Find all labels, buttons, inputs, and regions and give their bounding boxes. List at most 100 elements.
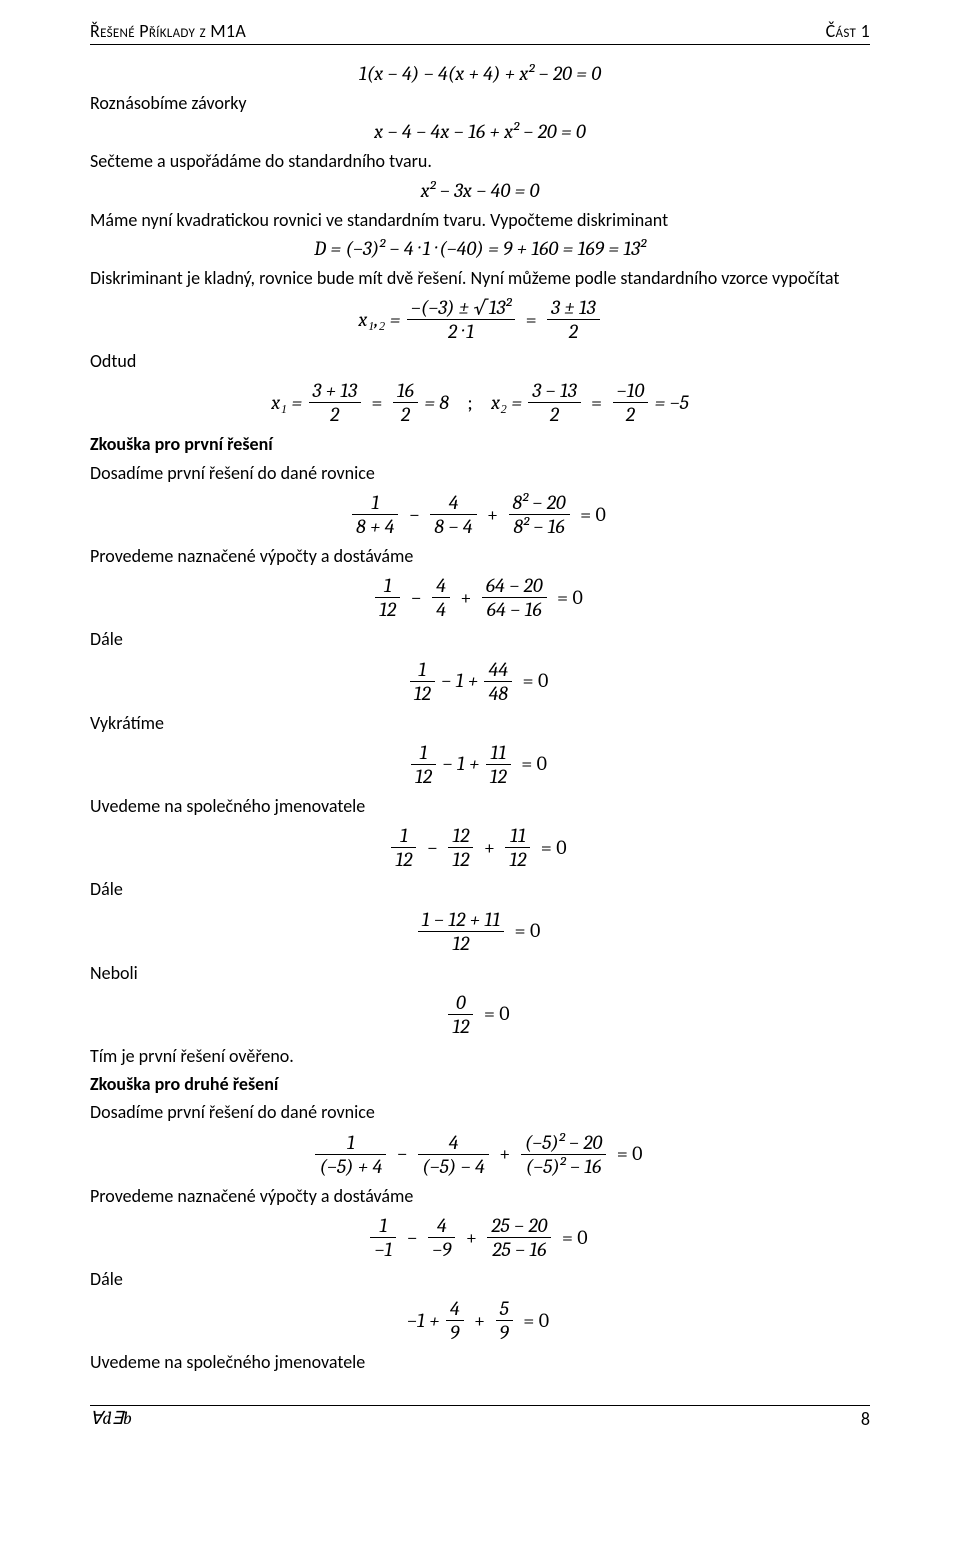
den: 2 xyxy=(547,320,599,343)
equation: 112 − 1 + 1112 = 0 xyxy=(90,741,870,788)
num: −(−3) ± √13² xyxy=(407,296,515,320)
fraction: 8² − 208² − 16 xyxy=(509,491,570,538)
page-header: Řešené Příklady z M1A Část 1 xyxy=(90,20,870,45)
equation: 012 = 0 xyxy=(90,991,870,1038)
equation: 112 − 44 + 64 − 2064 − 16 = 0 xyxy=(90,574,870,621)
paragraph: Dosadíme první řešení do dané rovnice xyxy=(90,461,870,485)
expr: x₁ = xyxy=(271,392,302,414)
fraction: 1(−5) + 4 xyxy=(315,1131,386,1178)
fraction: 44 xyxy=(432,574,450,621)
page: Řešené Příklady z M1A Část 1 1(x − 4) − … xyxy=(0,0,960,1430)
paragraph: Sečteme a uspořádáme do standardního tva… xyxy=(90,149,870,173)
expr: − 1 + xyxy=(442,753,479,775)
equation: −1 + 49 + 59 = 0 xyxy=(90,1297,870,1344)
paragraph: Dále xyxy=(90,1267,870,1291)
expr: x₁,₂ = xyxy=(358,309,400,331)
fraction: 1 − 12 + 1112 xyxy=(418,908,505,955)
minus: − xyxy=(411,587,422,609)
fraction: (−5)² − 20(−5)² − 16 xyxy=(521,1131,607,1178)
paragraph: Roznásobíme závorky xyxy=(90,91,870,115)
equation: 1(x − 4) − 4(x + 4) + x² − 20 = 0 xyxy=(90,63,870,85)
equals-zero: = 0 xyxy=(541,837,567,859)
fraction: 112 xyxy=(391,824,416,871)
page-number: 8 xyxy=(861,1408,870,1430)
fraction: 59 xyxy=(496,1297,513,1344)
equation: x − 4 − 4x − 16 + x² − 20 = 0 xyxy=(90,121,870,143)
equation: 1 − 12 + 1112 = 0 xyxy=(90,908,870,955)
num: −10 xyxy=(613,379,649,403)
separator: ; xyxy=(467,392,472,414)
equation: 18 + 4 − 48 − 4 + 8² − 208² − 16 = 0 xyxy=(90,491,870,538)
paragraph: Neboli xyxy=(90,961,870,985)
fraction: 64 − 2064 − 16 xyxy=(482,574,547,621)
fraction: 1−1 xyxy=(370,1214,396,1261)
fraction: 25 − 2025 − 16 xyxy=(487,1214,551,1261)
equals-zero: = 0 xyxy=(562,1227,588,1249)
minus: − xyxy=(427,837,438,859)
expr: x₂ = xyxy=(491,392,522,414)
num: 3 ± 13 xyxy=(547,296,599,320)
paragraph: Dále xyxy=(90,877,870,901)
equation: 1−1 − 4−9 + 25 − 2025 − 16 = 0 xyxy=(90,1214,870,1261)
equation: 1(−5) + 4 − 4(−5) − 4 + (−5)² − 20(−5)² … xyxy=(90,1131,870,1178)
den: 2 xyxy=(309,403,361,426)
fraction: −10 2 xyxy=(613,379,649,426)
paragraph: Uvedeme na společného jmenovatele xyxy=(90,1350,870,1374)
fraction: 48 − 4 xyxy=(430,491,476,538)
plus: + xyxy=(474,1310,485,1332)
equation: 112 − 1 + 4448 = 0 xyxy=(90,658,870,705)
equation: 112 − 1212 + 1112 = 0 xyxy=(90,824,870,871)
fraction: 1112 xyxy=(505,824,530,871)
equation: x² − 3x − 40 = 0 xyxy=(90,180,870,202)
equals-zero: = 0 xyxy=(484,1003,510,1025)
footer-symbol: ∀d∃b xyxy=(90,1408,132,1430)
equals-zero: = 0 xyxy=(521,753,547,775)
equals: = xyxy=(526,309,537,331)
minus: − xyxy=(407,1227,418,1249)
header-title: Řešené Příklady z M1A xyxy=(90,20,246,42)
fraction: 1212 xyxy=(448,824,473,871)
equals-zero: = 0 xyxy=(580,504,606,526)
heading: Zkouška pro druhé řešení xyxy=(90,1072,870,1096)
expr: = −5 xyxy=(655,392,689,414)
paragraph: Dále xyxy=(90,627,870,651)
fraction: 112 xyxy=(410,658,435,705)
expr: −1 + xyxy=(407,1310,440,1332)
fraction: 112 xyxy=(411,741,436,788)
paragraph: Máme nyní kvadratickou rovnici ve standa… xyxy=(90,208,870,232)
den: 2 xyxy=(393,403,418,426)
minus: − xyxy=(409,504,420,526)
num: 3 + 13 xyxy=(309,379,361,403)
equals: = xyxy=(371,392,382,414)
fraction: −(−3) ± √13² 2 · 1 xyxy=(407,296,515,343)
fraction: 3 ± 13 2 xyxy=(547,296,599,343)
num: 3 − 13 xyxy=(528,379,580,403)
equation-roots: x₁ = 3 + 13 2 = 16 2 = 8 ; x₂ = 3 − 13 2… xyxy=(90,379,870,426)
paragraph: Dosadíme první řešení do dané rovnice xyxy=(90,1100,870,1124)
fraction: 1112 xyxy=(486,741,511,788)
fraction: 18 + 4 xyxy=(352,491,398,538)
fraction: 4−9 xyxy=(428,1214,455,1261)
plus: + xyxy=(466,1227,477,1249)
heading: Zkouška pro první řešení xyxy=(90,432,870,456)
den: 2 · 1 xyxy=(407,320,515,343)
equation: D = (−3)² − 4 · 1 · (−40) = 9 + 160 = 16… xyxy=(90,238,870,260)
plus: + xyxy=(460,587,471,609)
fraction: 3 + 13 2 xyxy=(309,379,361,426)
paragraph: Provedeme naznačené výpočty a dostáváme xyxy=(90,544,870,568)
header-part: Část 1 xyxy=(826,20,870,42)
expr: − 1 + xyxy=(441,670,478,692)
equation-x12: x₁,₂ = −(−3) ± √13² 2 · 1 = 3 ± 13 2 xyxy=(90,296,870,343)
fraction: 16 2 xyxy=(393,379,418,426)
den: 2 xyxy=(613,403,649,426)
fraction: 4(−5) − 4 xyxy=(418,1131,489,1178)
fraction: 3 − 13 2 xyxy=(528,379,580,426)
plus: + xyxy=(499,1143,510,1165)
expr: = 8 xyxy=(424,392,449,414)
fraction: 4448 xyxy=(484,658,512,705)
equals-zero: = 0 xyxy=(515,920,541,942)
num: 16 xyxy=(393,379,418,403)
fraction: 112 xyxy=(375,574,400,621)
plus: + xyxy=(487,504,498,526)
den: 2 xyxy=(528,403,580,426)
